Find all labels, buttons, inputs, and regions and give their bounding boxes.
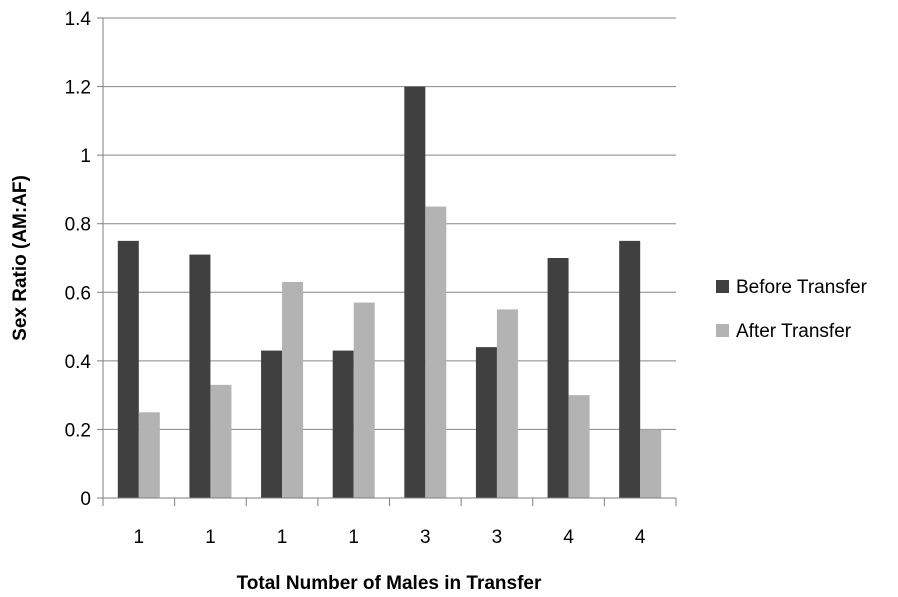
y-tick-label: 0.4: [65, 352, 92, 373]
bar-after-transfer: [496, 309, 518, 498]
y-tick-label: 1.2: [65, 78, 91, 99]
bars: [117, 86, 662, 499]
x-tick-label: 4: [563, 527, 574, 548]
bar-before-transfer: [332, 350, 354, 498]
x-tick-label: 1: [348, 527, 359, 548]
bar-after-transfer: [210, 384, 232, 498]
legend-swatch: [716, 324, 729, 337]
bar-before-transfer: [404, 86, 426, 499]
bar-before-transfer: [475, 347, 497, 498]
legend-swatch: [716, 280, 729, 293]
bar-after-transfer: [425, 206, 447, 499]
x-tick-label: 3: [492, 527, 503, 548]
legend: Before Transfer After Transfer: [716, 277, 868, 342]
bar-before-transfer: [261, 350, 283, 498]
x-tick-label: 1: [134, 527, 145, 548]
y-tick-label: 1.4: [65, 9, 92, 30]
y-tick-labels: 0 0.2 0.4 0.6 0.8 1 1.2 1.4: [65, 9, 103, 510]
bar-after-transfer: [353, 302, 375, 498]
bar-before-transfer: [547, 258, 569, 498]
y-tick-label: 0.2: [65, 420, 91, 441]
bar-after-transfer: [138, 412, 160, 498]
bar-after-transfer: [640, 429, 662, 498]
legend-label: After Transfer: [736, 321, 852, 342]
y-tick-label: 0.8: [65, 215, 91, 236]
y-tick-label: 0.6: [65, 283, 91, 304]
y-tick-label: 0: [80, 489, 91, 510]
x-axis-title: Total Number of Males in Transfer: [237, 573, 542, 594]
axes: [102, 18, 676, 499]
x-tick-labels: 1 1 1 1 3 3 4 4: [102, 498, 677, 548]
bar-before-transfer: [619, 240, 641, 498]
x-tick-label: 1: [277, 527, 288, 548]
x-tick-label: 1: [205, 527, 216, 548]
y-tick-label: 1: [80, 146, 91, 167]
bar-before-transfer: [117, 240, 139, 498]
y-axis-title: Sex Ratio (AM:AF): [10, 175, 31, 341]
bar-after-transfer: [568, 395, 590, 498]
bar-after-transfer: [282, 282, 304, 498]
bar-before-transfer: [189, 254, 211, 498]
x-tick-label: 3: [420, 527, 431, 548]
gridlines: [103, 17, 676, 430]
legend-label: Before Transfer: [736, 277, 868, 298]
x-tick-label: 4: [635, 527, 646, 548]
